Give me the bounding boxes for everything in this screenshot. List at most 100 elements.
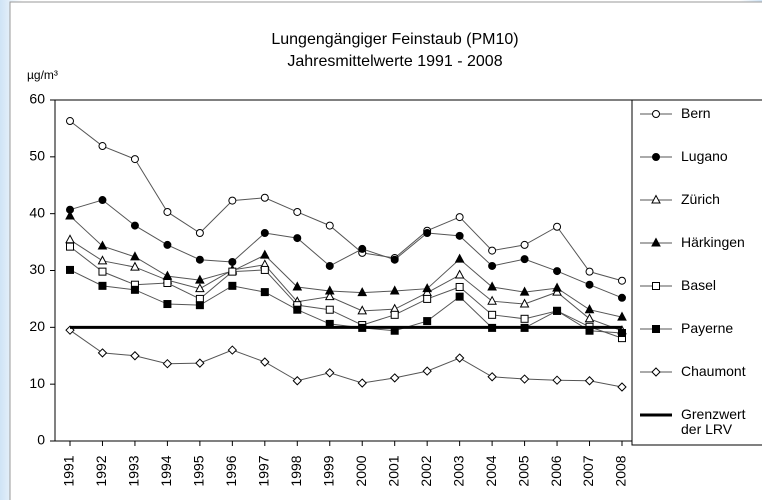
y-tick-label: 20 [29,318,45,334]
x-tick-label: 1992 [93,455,109,486]
x-tick-label: 2005 [515,455,531,486]
x-tick-label: 2002 [418,455,434,486]
data-point [97,240,108,250]
data-point [487,281,497,291]
data-point [584,304,595,314]
data-point [552,375,562,385]
data-point [98,281,107,290]
data-point [162,358,173,369]
x-tick-label: 1993 [126,455,142,486]
data-point [423,228,432,237]
data-point [389,285,400,295]
data-point [130,261,140,271]
y-tick-label: 40 [29,204,45,220]
data-point [553,306,562,315]
data-point [454,269,465,279]
data-point [293,234,302,243]
series-line [69,329,623,388]
data-point [357,287,368,297]
data-point [488,310,497,319]
data-point [293,305,302,314]
data-point [423,317,432,326]
data-point [519,286,530,296]
data-point [163,240,172,249]
data-point [325,305,334,314]
legend-marker [652,282,660,290]
data-point [130,351,140,361]
x-tick-label: 2003 [450,455,466,486]
data-point [195,274,205,284]
series-line [69,246,623,339]
data-point [324,285,335,295]
data-point [617,382,627,392]
data-point [357,378,367,388]
x-tick-label: 2006 [548,455,564,486]
legend-label: Payerne [681,320,734,336]
series-line [69,215,623,318]
series-line [69,199,623,299]
data-point [617,329,626,338]
data-point [358,244,367,253]
data-point [552,282,562,292]
x-tick-label: 2004 [483,455,499,486]
x-tick-label: 1996 [223,455,239,486]
legend-marker [652,110,660,118]
data-point [98,142,107,151]
data-point [97,348,108,358]
data-point [130,155,139,164]
data-point [195,301,204,310]
legend-marker [652,325,660,333]
x-tick-label: 1997 [256,455,272,486]
data-point [260,193,269,202]
data-point [260,228,269,237]
data-point [390,255,399,264]
legend-marker [651,194,661,204]
legend-label: Basel [681,277,717,293]
data-point [455,213,464,222]
data-point [584,313,595,323]
x-tick-label: 2001 [385,455,401,486]
x-tick-label: 2007 [580,455,596,486]
data-point [260,288,269,297]
data-point [455,282,464,291]
data-point [324,291,335,301]
data-point [455,292,464,301]
data-point [617,311,627,321]
data-point [259,249,270,259]
chart-subtitle: Jahresmittelwerte 1991 - 2008 [287,53,502,70]
y-tick-label: 30 [29,261,45,277]
data-point [357,305,368,315]
data-point [195,255,204,264]
data-point [585,280,594,289]
y-axis-label: µg/m³ [27,68,58,82]
legend-label: Zürich [681,191,720,207]
data-point [455,231,464,240]
data-point [66,265,74,274]
data-point [228,281,237,290]
data-point [293,207,302,216]
data-point [519,298,530,308]
data-point [488,246,497,255]
data-point [163,300,172,309]
data-point [195,228,204,237]
legend-label: Härkingen [681,234,745,250]
x-tick-label: 1999 [320,455,336,486]
x-tick-label: 1994 [158,455,174,486]
data-point [97,255,108,265]
data-point [389,373,400,383]
legend-label: Lugano [681,148,728,164]
data-point [488,261,497,270]
y-tick-label: 60 [29,91,45,107]
x-tick-label: 2000 [353,455,369,486]
data-point [584,376,595,386]
data-point [98,267,107,276]
data-point [422,283,433,293]
x-tick-label: 1998 [288,455,304,486]
data-point [292,376,302,386]
data-point [130,221,139,230]
data-point [390,310,399,319]
data-point [520,240,529,249]
data-point [292,281,303,291]
series-line [69,239,623,332]
